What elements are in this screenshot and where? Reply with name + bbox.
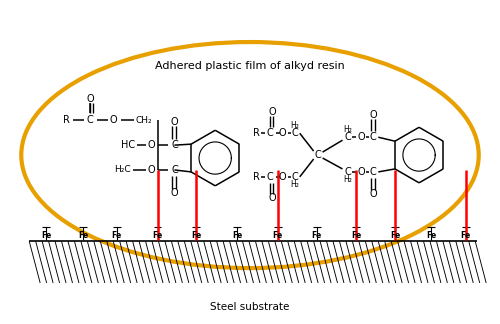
Text: O: O	[268, 193, 276, 203]
Text: Fe: Fe	[460, 231, 471, 240]
Text: C: C	[266, 172, 274, 182]
Text: O: O	[278, 128, 285, 138]
Text: C: C	[370, 132, 376, 142]
Text: C: C	[171, 165, 178, 175]
Text: H₂: H₂	[343, 125, 352, 134]
Text: Fe: Fe	[352, 231, 362, 240]
Text: Steel substrate: Steel substrate	[210, 302, 290, 312]
Text: Adhered plastic film of alkyd resin: Adhered plastic film of alkyd resin	[155, 61, 345, 71]
Text: Fe: Fe	[41, 231, 51, 240]
Text: C: C	[266, 128, 274, 138]
Text: R: R	[252, 128, 260, 138]
Text: O: O	[110, 115, 118, 125]
Text: C: C	[292, 128, 298, 138]
Text: Fe: Fe	[112, 231, 122, 240]
Text: Fe: Fe	[232, 231, 242, 240]
Text: Fe: Fe	[272, 231, 283, 240]
Text: O: O	[278, 172, 285, 182]
Text: H₂: H₂	[290, 180, 299, 189]
Text: H₂: H₂	[290, 121, 299, 130]
Text: O: O	[370, 189, 377, 199]
Text: O: O	[268, 108, 276, 117]
Text: O: O	[170, 188, 178, 198]
Text: Fe: Fe	[191, 231, 202, 240]
Text: O: O	[148, 165, 156, 175]
Text: C: C	[292, 172, 298, 182]
Text: C: C	[171, 140, 178, 150]
Text: O: O	[148, 140, 156, 150]
Text: O: O	[358, 132, 365, 142]
Text: R: R	[62, 115, 70, 125]
Text: C: C	[86, 115, 94, 125]
Text: Fe: Fe	[78, 231, 88, 240]
Text: Fe: Fe	[426, 231, 436, 240]
Text: Fe: Fe	[152, 231, 162, 240]
Text: Fe: Fe	[312, 231, 322, 240]
Text: H₂C: H₂C	[114, 166, 130, 174]
Text: O: O	[358, 167, 365, 177]
Text: HC: HC	[120, 140, 134, 150]
Text: C: C	[344, 167, 351, 177]
Text: R: R	[252, 172, 260, 182]
Text: CH₂: CH₂	[136, 116, 152, 125]
Text: O: O	[170, 117, 178, 127]
Text: O: O	[370, 110, 377, 121]
Text: C: C	[344, 132, 351, 142]
Text: O: O	[86, 94, 94, 104]
Text: Fe: Fe	[390, 231, 400, 240]
Text: C: C	[370, 167, 376, 177]
Text: H₂: H₂	[343, 175, 352, 184]
Text: C: C	[314, 150, 321, 160]
